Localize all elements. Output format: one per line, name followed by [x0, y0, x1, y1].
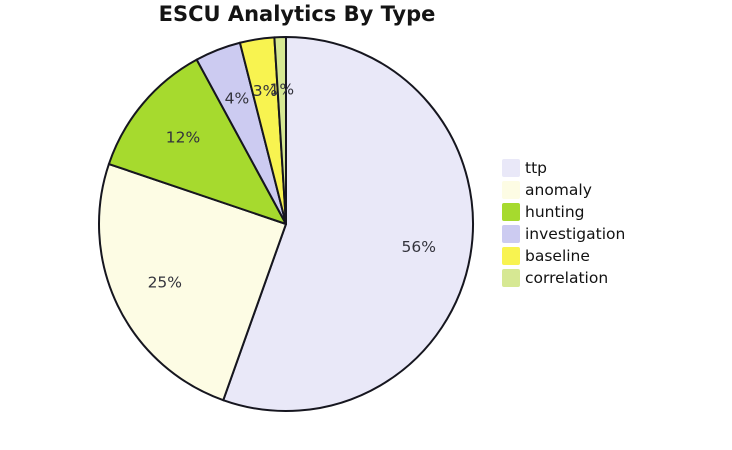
legend-item-anomaly: anomaly: [502, 181, 625, 199]
legend-label-investigation: investigation: [525, 225, 626, 243]
legend-swatch-correlation: [502, 269, 520, 287]
pie-slice-pct-investigation: 4%: [225, 90, 250, 108]
pie-slice-anomaly: [98, 163, 287, 402]
pie-slice-pct-correlation: 1%: [270, 80, 295, 98]
pie-slice-correlation: [273, 35, 287, 225]
legend-item-hunting: hunting: [502, 203, 625, 221]
pie-slice-ttp: [222, 36, 474, 412]
legend-label-anomaly: anomaly: [525, 181, 592, 199]
legend-swatch-baseline: [502, 247, 520, 265]
legend-item-correlation: correlation: [502, 269, 625, 287]
legend-item-baseline: baseline: [502, 247, 625, 265]
legend-item-ttp: ttp: [502, 159, 625, 177]
pie-slice-pct-baseline: 3%: [253, 82, 278, 100]
legend-label-baseline: baseline: [525, 247, 590, 265]
chart-title: ESCU Analytics By Type: [158, 2, 436, 26]
pie-slice-pct-ttp: 56%: [401, 238, 435, 256]
legend-swatch-ttp: [502, 159, 520, 177]
pie-slice-hunting: [107, 58, 287, 225]
legend-swatch-hunting: [502, 203, 520, 221]
legend-swatch-anomaly: [502, 181, 520, 199]
pie-slice-pct-anomaly: 25%: [148, 274, 182, 292]
pie-slice-pct-hunting: 12%: [166, 128, 200, 146]
legend-swatch-investigation: [502, 225, 520, 243]
legend: ttp anomaly hunting investigation baseline co…: [502, 159, 625, 291]
legend-label-hunting: hunting: [525, 203, 585, 221]
legend-item-investigation: investigation: [502, 225, 625, 243]
legend-label-correlation: correlation: [525, 269, 609, 287]
legend-label-ttp: ttp: [525, 159, 547, 177]
